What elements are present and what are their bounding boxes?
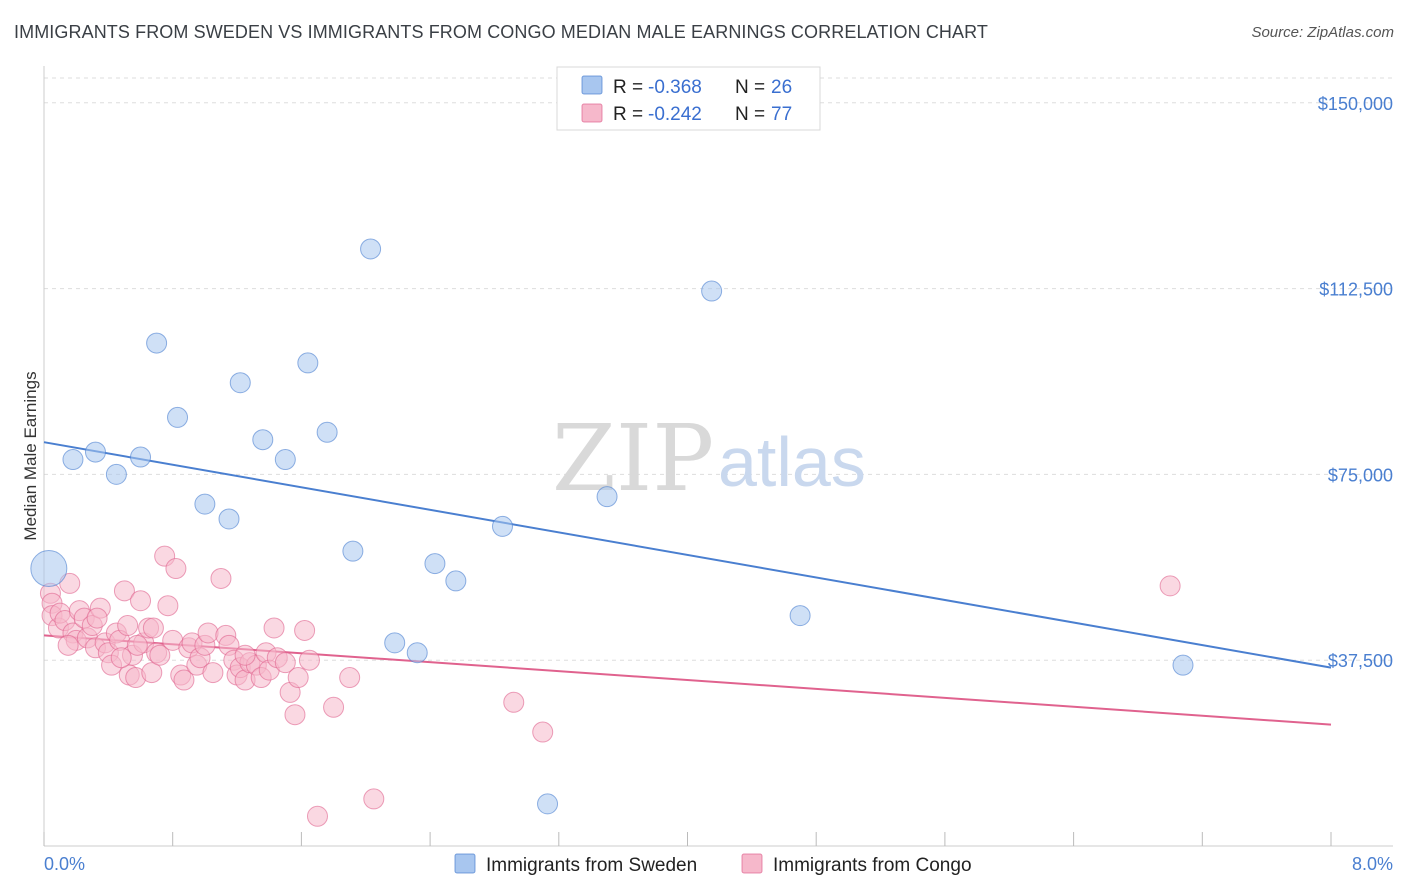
sweden-point [1172, 654, 1194, 676]
congo-point [110, 647, 132, 669]
sweden-point [218, 508, 240, 530]
sweden-point [105, 463, 127, 485]
legend-n-value-congo: 77 [771, 104, 792, 125]
x-tick-labels: 0.0% 8.0% [44, 854, 1393, 874]
watermark-atlas: atlas [718, 423, 866, 501]
congo-point [1159, 575, 1181, 597]
congo-point [532, 721, 554, 743]
sweden-point [274, 449, 296, 471]
sweden-trend-line [43, 441, 1332, 669]
congo-point [113, 580, 135, 602]
watermark-zip: ZIP [552, 405, 714, 512]
y-tick-label: $150,000 [1318, 94, 1393, 114]
congo-point [141, 662, 163, 684]
sweden-point [62, 449, 84, 471]
source-credit: Source: ZipAtlas.com [1251, 24, 1394, 41]
congo-point [173, 669, 195, 691]
congo-point [263, 617, 285, 639]
sweden-point [252, 429, 274, 451]
sweden-point [30, 550, 68, 588]
stats-legend: R = -0.368 N = 26 R = -0.242 N = 77 [556, 66, 821, 131]
y-tick-label: $75,000 [1328, 465, 1393, 485]
legend-r-value-congo: -0.242 [648, 104, 702, 125]
congo-point [210, 567, 232, 589]
sweden-point [537, 793, 559, 815]
sweden-point [297, 352, 319, 374]
congo-point [503, 691, 525, 713]
congo-point [197, 622, 219, 644]
congo-point [142, 617, 164, 639]
axes [43, 66, 1393, 847]
sweden-point [384, 632, 406, 654]
legend-r-label: R = [613, 104, 643, 125]
sweden-point [360, 238, 382, 260]
x-tick-label: 0.0% [44, 854, 85, 874]
sweden-point [316, 421, 338, 443]
congo-point [126, 634, 148, 656]
sweden-point [406, 642, 428, 664]
congo-point [274, 652, 296, 674]
sweden-point [445, 570, 467, 592]
congo-point [298, 649, 320, 671]
chart-title: IMMIGRANTS FROM SWEDEN VS IMMIGRANTS FRO… [14, 22, 988, 42]
congo-point [57, 634, 79, 656]
y-tick-labels: $37,500 $75,000 $112,500 $150,000 [1318, 94, 1393, 671]
congo-point [339, 667, 361, 689]
series-legend: Immigrants from Sweden Immigrants from C… [454, 853, 972, 876]
sweden-point [229, 372, 251, 394]
legend-r-label: R = [613, 77, 643, 98]
legend-n-label: N = [735, 77, 765, 98]
congo-point [284, 704, 306, 726]
sweden-point [146, 332, 168, 354]
congo-point [287, 667, 309, 689]
sweden-point [342, 540, 364, 562]
congo-point [149, 644, 171, 666]
congo-point [234, 644, 256, 666]
sweden-point [194, 493, 216, 515]
congo-point [86, 607, 108, 629]
sweden-point [596, 486, 618, 508]
congo-point [306, 805, 328, 827]
sweden-point [701, 280, 723, 302]
congo-point [202, 662, 224, 684]
congo-point [363, 788, 385, 810]
grid-lines [44, 77, 1393, 661]
legend-swatch-sweden [581, 75, 603, 95]
legend-swatch-congo [581, 103, 603, 123]
sweden-point [130, 446, 152, 468]
series-label-sweden: Immigrants from Sweden [486, 855, 697, 876]
congo-point [323, 696, 345, 718]
data-points [30, 238, 1194, 827]
legend-r-value-sweden: -0.368 [648, 77, 702, 98]
series-swatch-sweden [454, 853, 476, 874]
legend-n-value-sweden: 26 [771, 77, 792, 98]
congo-point [294, 619, 316, 641]
sweden-point [491, 515, 513, 537]
congo-point [117, 615, 139, 637]
sweden-point [424, 553, 446, 575]
sweden-point [84, 441, 106, 463]
x-tick-label: 8.0% [1352, 854, 1393, 874]
legend-n-label: N = [735, 104, 765, 125]
y-axis-label: Median Male Earnings [21, 371, 40, 540]
sweden-point [789, 605, 811, 627]
series-swatch-congo [741, 853, 763, 874]
congo-point [130, 590, 152, 612]
congo-point [157, 595, 179, 617]
congo-point [165, 558, 187, 580]
y-tick-label: $112,500 [1319, 280, 1393, 300]
series-label-congo: Immigrants from Congo [773, 855, 972, 876]
sweden-point [167, 406, 189, 428]
y-tick-label: $37,500 [1328, 651, 1393, 671]
